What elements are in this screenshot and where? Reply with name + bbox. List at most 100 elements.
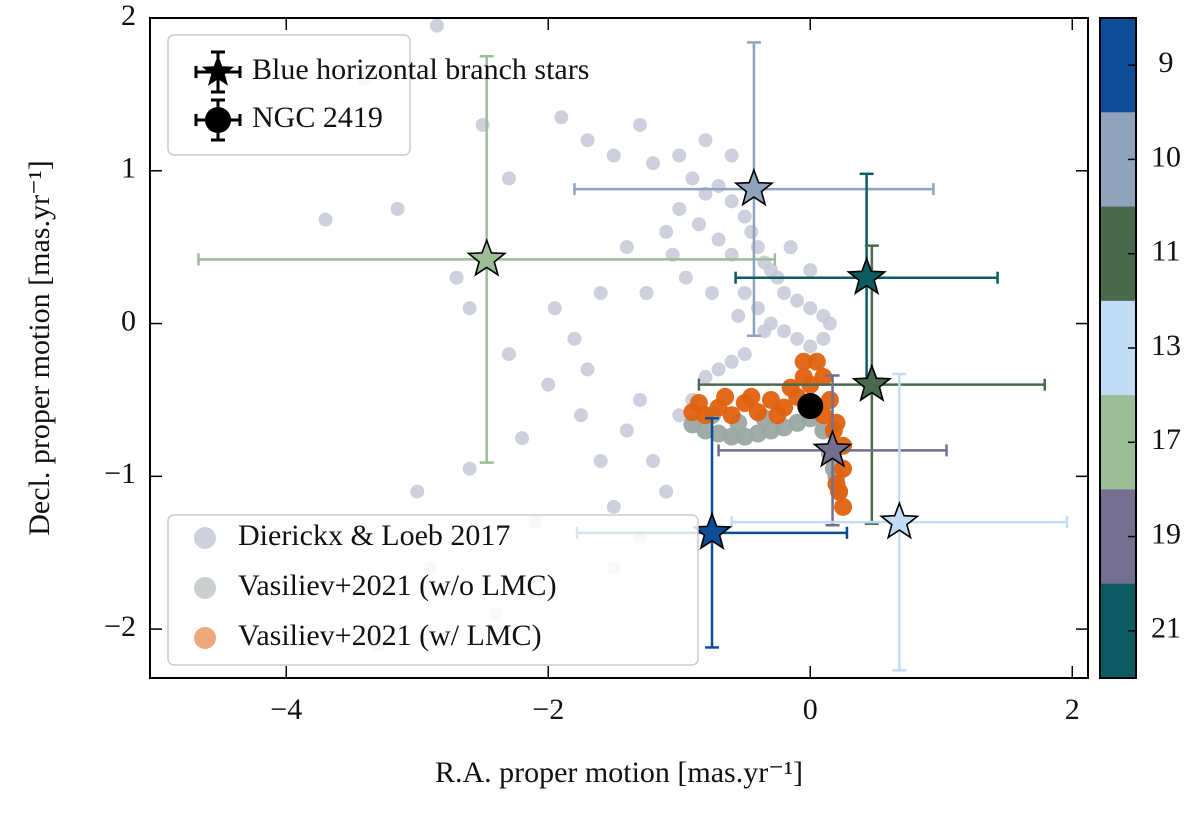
scatter-point: [748, 403, 767, 422]
scatter-point: [744, 224, 759, 239]
scatter-point: [685, 171, 700, 186]
scatter-point: [672, 148, 687, 163]
star-marker: [846, 256, 887, 295]
scatter-point: [462, 301, 477, 316]
scatter-point: [722, 406, 741, 425]
scatter-point: [822, 316, 837, 331]
colorbar-label: 17: [1151, 423, 1181, 456]
scatter-point: [449, 270, 464, 285]
colorbar-frame: [1099, 17, 1137, 679]
legend-label: Vasiliev+2021 (w/o LMC): [238, 569, 557, 602]
scatter-point: [619, 240, 634, 255]
scatter-point: [803, 339, 818, 354]
scatter-point: [691, 217, 706, 232]
scatter-point: [462, 461, 477, 476]
scatter-point: [724, 194, 739, 209]
scatter-point: [816, 331, 831, 346]
scatter-point: [659, 484, 674, 499]
scatter-point: [790, 293, 805, 308]
y-tick-label: 1: [121, 152, 136, 185]
scatter-point: [619, 423, 634, 438]
colorbar-label: 9: [1159, 46, 1174, 79]
x-tick-label: −4: [270, 693, 302, 726]
scatter-point: [824, 421, 843, 440]
x-tick-label: 2: [1065, 693, 1080, 726]
scatter-point: [724, 354, 739, 369]
scatter-point: [724, 148, 739, 163]
legend-marker: [194, 577, 216, 599]
scatter-point: [790, 331, 805, 346]
scatter-point: [515, 431, 530, 446]
colorbar-label: 21: [1151, 612, 1181, 645]
y-tick-label: 2: [121, 0, 136, 32]
scatter-point: [742, 387, 761, 406]
scatter-point: [632, 117, 647, 132]
scatter-point: [547, 301, 562, 316]
star-marker: [879, 500, 920, 540]
colorbar-label: 13: [1151, 329, 1181, 362]
legend-marker: [194, 527, 216, 549]
scatter-point: [711, 179, 726, 194]
scatter-point: [606, 148, 621, 163]
x-tick-label: −2: [532, 693, 564, 726]
plot: [197, 18, 1069, 672]
x-axis-label: R.A. proper motion [mas.yr⁻¹]: [435, 756, 803, 789]
scatter-point: [501, 171, 516, 186]
scatter-point: [567, 331, 582, 346]
scatter-point: [731, 308, 746, 323]
scatter-point: [716, 387, 735, 406]
y-tick-label: −1: [104, 457, 136, 490]
scatter-point: [698, 133, 713, 148]
legend-marker: [194, 627, 216, 649]
scatter-point: [781, 378, 800, 397]
scatter-point: [834, 497, 853, 516]
scatter-point: [672, 408, 687, 423]
scatter-point: [672, 201, 687, 216]
scatter-point: [722, 427, 741, 446]
plot-frame: [149, 17, 1089, 679]
scatter-point: [761, 390, 780, 409]
scatter-point: [639, 286, 654, 300]
scatter-point: [783, 240, 798, 255]
scatter-point: [501, 347, 516, 362]
scatter-point: [705, 286, 720, 300]
scatter-point: [711, 232, 726, 247]
scatter-point: [777, 324, 792, 339]
star-marker: [851, 363, 893, 402]
scatter-point: [777, 286, 792, 300]
scatter-point: [807, 352, 826, 371]
legend-label: Dierickx & Loeb 2017: [238, 519, 510, 552]
scatter-point: [593, 454, 608, 469]
y-tick-label: 0: [121, 304, 136, 337]
star-marker: [466, 238, 507, 277]
legend-star: [201, 55, 235, 86]
scatter-point: [646, 156, 661, 171]
scatter-point: [803, 301, 818, 316]
x-tick-label: 0: [803, 693, 818, 726]
scatter-point: [580, 362, 595, 377]
scatter-point: [794, 352, 813, 371]
scatter-point: [827, 474, 846, 493]
legend-label: NGC 2419: [252, 101, 383, 134]
scatter-point: [606, 499, 621, 514]
scatter-point: [737, 209, 752, 224]
colorbar-label: 11: [1152, 235, 1181, 268]
scatter-point: [814, 368, 833, 387]
scatter-point: [768, 406, 787, 425]
scatter-point: [390, 201, 405, 216]
scatter-point: [803, 263, 818, 278]
scatter-point: [318, 212, 333, 227]
scatter-point: [410, 484, 425, 499]
legend-circle: [205, 107, 231, 133]
scatter-point: [678, 270, 693, 285]
scatter-point: [834, 459, 853, 478]
scatter-point: [659, 224, 674, 239]
scatter-point: [683, 403, 702, 422]
scatter-point: [646, 454, 661, 469]
scatter-point: [820, 390, 839, 409]
scatter-point: [711, 362, 726, 377]
scatter-point: [554, 110, 569, 125]
scatter-point: [632, 392, 647, 407]
legend-label: Vasiliev+2021 (w/ LMC): [238, 619, 542, 652]
